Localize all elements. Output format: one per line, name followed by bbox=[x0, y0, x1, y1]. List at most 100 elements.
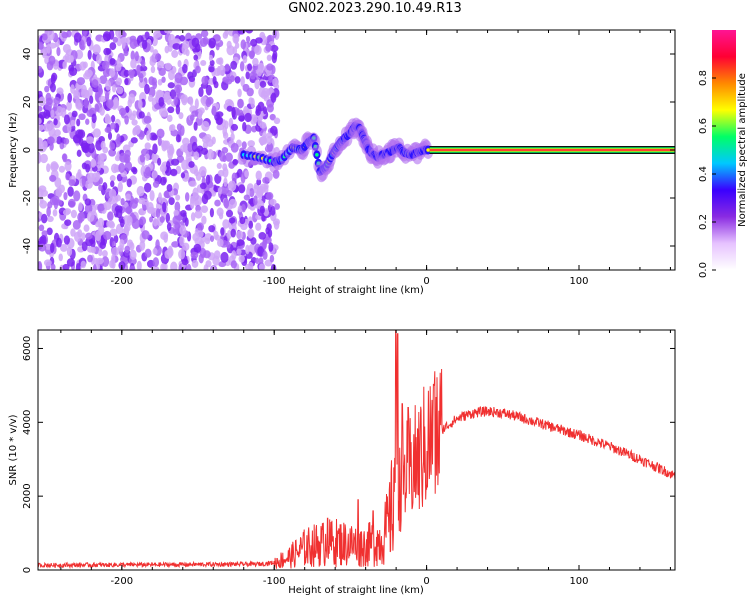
noise-blob bbox=[245, 244, 250, 255]
noise-blob bbox=[62, 43, 71, 54]
noise-blob bbox=[258, 231, 267, 240]
noise-blob bbox=[170, 261, 178, 270]
noise-blob bbox=[212, 255, 220, 266]
noise-blob bbox=[110, 114, 116, 123]
noise-blob bbox=[132, 110, 137, 117]
noise-blob bbox=[103, 230, 112, 240]
noise-blob bbox=[151, 77, 158, 86]
noise-blob bbox=[99, 107, 105, 116]
noise-blob bbox=[257, 116, 262, 127]
x-tick-label: -200 bbox=[110, 576, 133, 587]
noise-blob bbox=[110, 180, 115, 188]
y-tick-label: 40 bbox=[22, 48, 33, 61]
noise-blob bbox=[48, 55, 56, 66]
noise-blob bbox=[141, 39, 148, 50]
noise-blob bbox=[73, 90, 81, 100]
noise-blob bbox=[193, 243, 202, 253]
noise-blob bbox=[180, 209, 187, 217]
noise-blob bbox=[98, 95, 107, 103]
noise-blob bbox=[178, 112, 184, 120]
noise-blob bbox=[138, 208, 145, 216]
noise-blob bbox=[46, 227, 53, 236]
noise-blob bbox=[109, 68, 116, 78]
noise-blob bbox=[148, 86, 156, 98]
noise-blob bbox=[125, 205, 132, 215]
noise-blob bbox=[255, 222, 262, 231]
noise-blob bbox=[220, 227, 225, 236]
noise-blob bbox=[43, 259, 52, 267]
noise-blob bbox=[238, 254, 245, 263]
noise-blob bbox=[265, 192, 274, 201]
noise-blob bbox=[62, 60, 68, 70]
noise-blob bbox=[87, 86, 93, 98]
noise-blob bbox=[269, 254, 275, 263]
noise-blob bbox=[241, 203, 246, 211]
noise-blob bbox=[193, 121, 198, 131]
noise-blob bbox=[272, 78, 279, 87]
noise-blob bbox=[216, 162, 222, 169]
noise-blob bbox=[53, 118, 58, 126]
noise-blob bbox=[216, 207, 224, 217]
y-tick-label: -40 bbox=[22, 238, 33, 254]
noise-blob bbox=[124, 115, 129, 125]
noise-blob bbox=[85, 232, 93, 240]
noise-blob bbox=[63, 137, 70, 145]
noise-blob bbox=[133, 197, 139, 204]
noise-blob bbox=[176, 86, 181, 98]
noise-blob bbox=[236, 248, 242, 255]
noise-blob bbox=[223, 177, 228, 187]
noise-blob bbox=[150, 265, 160, 270]
snr-y-ticks: 0 2000 4000 6000 bbox=[22, 336, 675, 573]
noise-blob bbox=[99, 75, 108, 84]
noise-blob bbox=[82, 145, 90, 154]
noise-blob bbox=[53, 96, 61, 105]
noise-blob bbox=[209, 207, 214, 218]
noise-blob bbox=[188, 180, 197, 187]
noise-blob bbox=[68, 179, 76, 187]
noise-blob bbox=[218, 57, 224, 66]
noise-blob bbox=[203, 250, 211, 259]
noise-blob bbox=[201, 215, 207, 225]
noise-blob bbox=[177, 59, 182, 68]
noise-blob bbox=[232, 158, 239, 166]
noise-blob bbox=[144, 248, 152, 258]
noise-blob bbox=[238, 115, 245, 122]
noise-blob bbox=[70, 119, 76, 127]
noise-blob bbox=[201, 120, 210, 132]
noise-blob bbox=[144, 166, 151, 177]
noise-blob bbox=[226, 45, 235, 56]
noise-blob bbox=[222, 163, 228, 171]
noise-blob bbox=[98, 184, 103, 192]
noise-blob bbox=[211, 105, 217, 116]
noise-blob bbox=[238, 184, 246, 194]
noise-blob bbox=[44, 101, 52, 111]
noise-blob bbox=[198, 107, 205, 114]
noise-blob bbox=[46, 215, 54, 223]
noise-blob bbox=[66, 100, 72, 111]
noise-blob bbox=[170, 124, 176, 132]
colorbar-ticks: 0.0 0.2 0.4 0.6 0.8 bbox=[698, 70, 716, 278]
noise-blob bbox=[165, 212, 171, 224]
noise-blob bbox=[259, 183, 268, 192]
noise-blob bbox=[255, 170, 262, 181]
noise-blob bbox=[80, 260, 87, 269]
noise-blob bbox=[44, 85, 50, 93]
noise-blob bbox=[208, 37, 217, 49]
noise-blob bbox=[168, 143, 174, 155]
noise-blob bbox=[212, 76, 217, 85]
noise-blob bbox=[49, 174, 57, 182]
noise-blob bbox=[64, 219, 72, 226]
noise-blob bbox=[38, 41, 44, 50]
noise-blob bbox=[134, 51, 139, 62]
x-tick-label: 100 bbox=[569, 576, 588, 587]
noise-blob bbox=[149, 190, 155, 202]
noise-blob bbox=[126, 178, 132, 188]
noise-blob bbox=[55, 237, 62, 248]
colorbar-tick-label: 0.2 bbox=[698, 214, 709, 230]
noise-blob bbox=[208, 54, 213, 62]
noise-blob bbox=[161, 110, 169, 117]
noise-blob bbox=[83, 224, 90, 232]
noise-blob bbox=[268, 242, 274, 252]
noise-blob bbox=[175, 104, 181, 115]
noise-blob bbox=[168, 197, 175, 206]
